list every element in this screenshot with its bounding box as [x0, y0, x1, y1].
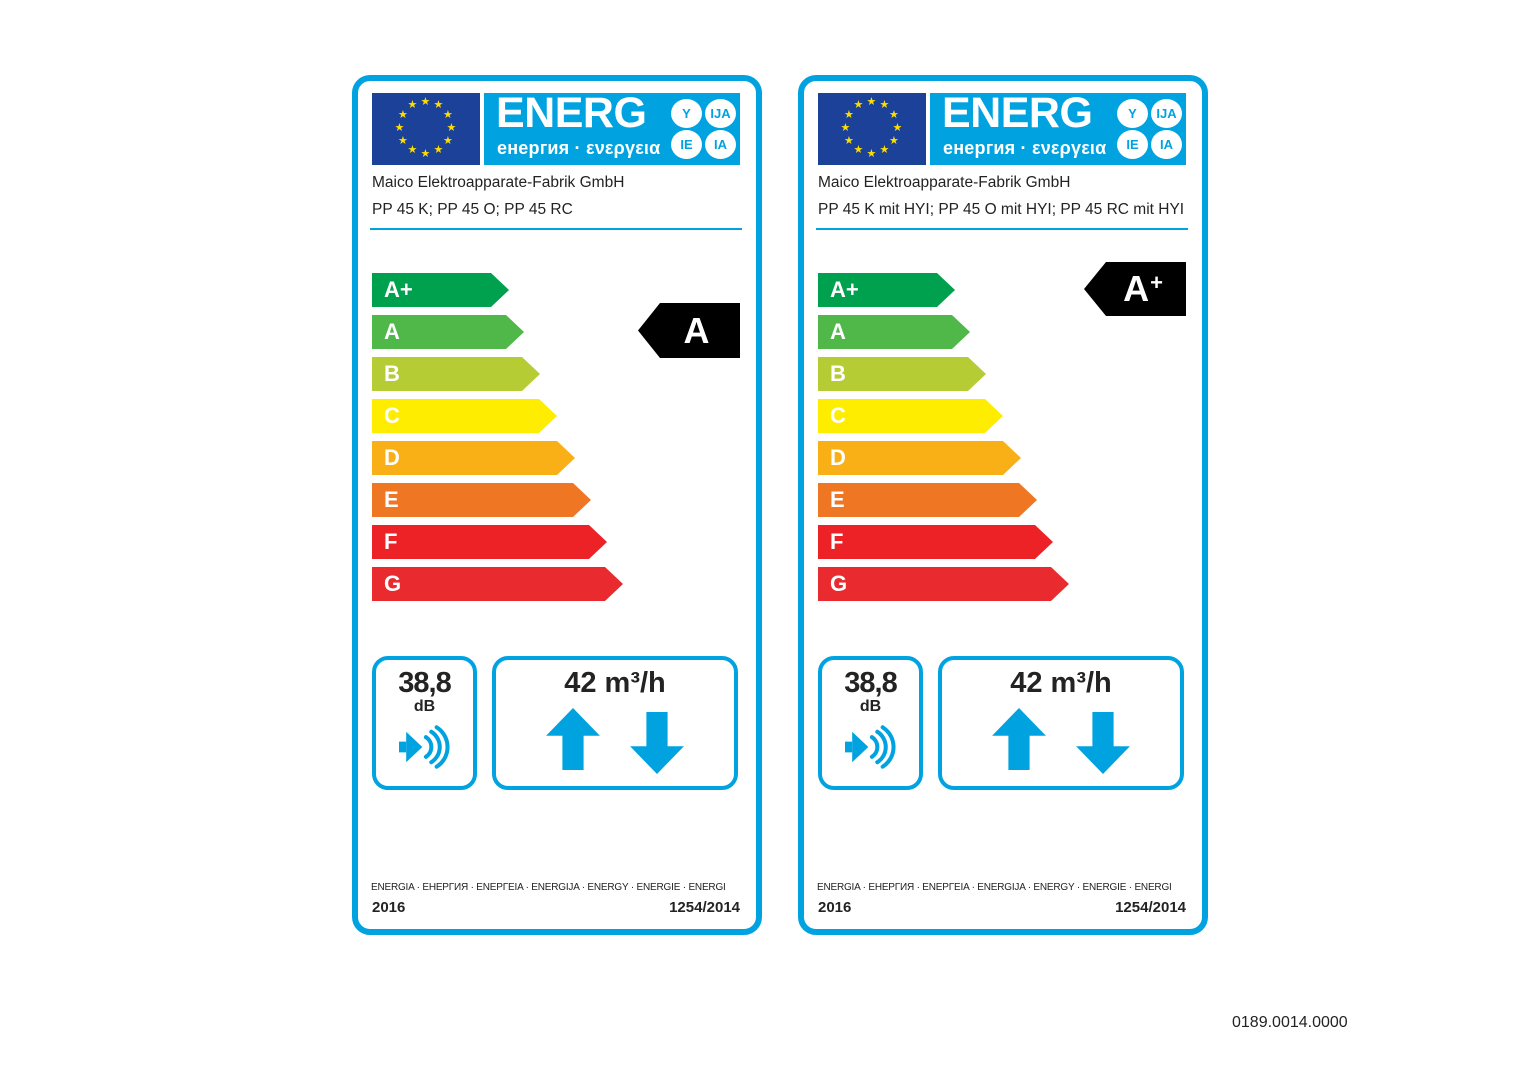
- regulation-number: 1254/2014: [1115, 899, 1186, 916]
- eu-flag: ★ ★ ★ ★ ★ ★ ★ ★ ★ ★ ★ ★: [372, 93, 480, 165]
- noise-value: 38,8: [398, 667, 451, 699]
- eu-flag-star: ★: [843, 108, 854, 121]
- rating-plus: +: [1150, 269, 1163, 295]
- airflow-value: 42 m³/h: [564, 667, 666, 699]
- label-year: 2016: [372, 899, 406, 916]
- language-suffix-badges: Y IJA IE IA: [1117, 99, 1182, 159]
- suffix-badge-ija: IJA: [1151, 99, 1182, 128]
- suffix-badge-ie: IE: [671, 130, 702, 159]
- energ-logo-text: ENERG: [942, 89, 1093, 137]
- eu-flag-star: ★: [866, 95, 877, 108]
- scale-arrow-e: E: [818, 483, 1037, 517]
- eu-flag-star: ★: [879, 98, 890, 111]
- rating-arrow: A: [638, 303, 740, 358]
- eu-flag-star: ★: [433, 98, 444, 111]
- energ-logo-banner: ENERG енергия · ενεργεια Y IJA IE IA: [484, 89, 740, 165]
- eu-flag-star: ★: [889, 134, 899, 147]
- energ-logo-subtitle: енергия · ενεργεια: [497, 138, 661, 158]
- noise-unit: dB: [859, 698, 882, 715]
- eu-flag-star: ★: [397, 108, 408, 121]
- eu-flag-star: ★: [420, 147, 431, 160]
- noise-value: 38,8: [844, 667, 897, 699]
- eu-flag-star: ★: [853, 144, 864, 157]
- noise-unit: dB: [413, 698, 436, 715]
- language-suffix-badges: Y IJA IE IA: [671, 99, 736, 159]
- eu-flag-star: ★: [879, 144, 890, 157]
- suffix-badge-ie: IE: [1117, 130, 1148, 159]
- rating-letter: A: [1123, 268, 1150, 309]
- scale-arrow-b: B: [818, 357, 986, 391]
- energ-logo-banner: ENERG енергия · ενεργεια Y IJA IE IA: [930, 89, 1186, 165]
- airflow-box: 42 m³/h: [938, 656, 1184, 790]
- scale-arrow-a+: A+: [818, 273, 955, 307]
- down-arrow-icon: [630, 712, 684, 774]
- regulation-number: 1254/2014: [669, 899, 740, 916]
- eu-flag-star: ★: [446, 121, 457, 134]
- eu-flag: ★ ★ ★ ★ ★ ★ ★ ★ ★ ★ ★ ★: [818, 93, 926, 165]
- label-year: 2016: [818, 899, 852, 916]
- eu-flag-star: ★: [420, 95, 431, 108]
- eu-flag-star: ★: [889, 108, 899, 121]
- noise-level-box: 38,8 dB: [818, 656, 923, 790]
- eu-flag-star: ★: [407, 144, 418, 157]
- divider-rule: [370, 228, 742, 230]
- suffix-badge-ia: IA: [705, 130, 736, 159]
- document-reference-number: 0189.0014.0000: [1232, 1014, 1348, 1031]
- up-arrow-icon: [546, 708, 600, 770]
- scale-arrow-c: C: [372, 399, 557, 433]
- scale-arrow-g: G: [818, 567, 1069, 601]
- suffix-badge-y: Y: [671, 99, 702, 128]
- down-arrow-icon: [1076, 712, 1130, 774]
- noise-level-box: 38,8 dB: [372, 656, 477, 790]
- rating-arrow: A +: [1084, 262, 1186, 316]
- divider-rule: [816, 228, 1188, 230]
- scale-arrow-a: A: [372, 315, 524, 349]
- energ-logo-text: ENERG: [496, 89, 647, 137]
- scale-arrow-d: D: [372, 441, 575, 475]
- model-names: PP 45 K; PP 45 O; PP 45 RC: [372, 201, 573, 218]
- manufacturer-name: Maico Elektroapparate-Fabrik GmbH: [372, 174, 625, 191]
- airflow-direction-icons: [496, 708, 734, 774]
- energ-logo-subtitle: енергия · ενεργεια: [943, 138, 1107, 158]
- eu-flag-star: ★: [443, 108, 453, 121]
- scale-arrow-b: B: [372, 357, 540, 391]
- scale-arrow-a+: A+: [372, 273, 509, 307]
- scale-arrow-f: F: [372, 525, 607, 559]
- scale-arrow-c: C: [818, 399, 1003, 433]
- eu-flag-star: ★: [443, 134, 453, 147]
- eu-flag-star: ★: [853, 98, 864, 111]
- rating-letter: A: [683, 309, 710, 351]
- energy-languages-line: ENERGIA · ЕНЕРГИЯ · ΕΝΕΡΓΕΙΑ · ENERGIJA …: [371, 882, 726, 893]
- speaker-icon: [822, 724, 919, 775]
- manufacturer-name: Maico Elektroapparate-Fabrik GmbH: [818, 174, 1071, 191]
- scale-arrow-g: G: [372, 567, 623, 601]
- efficiency-scale: A+ A B C D E F G: [372, 273, 632, 793]
- scale-arrow-a: A: [818, 315, 970, 349]
- efficiency-scale: A+ A B C D E F G: [818, 273, 1078, 793]
- scale-arrow-f: F: [818, 525, 1053, 559]
- suffix-badge-ia: IA: [1151, 130, 1182, 159]
- speaker-icon: [376, 724, 473, 775]
- energy-label-pp45: ★ ★ ★ ★ ★ ★ ★ ★ ★ ★ ★ ★ ENERG енергия · ενεργεια Y …: [352, 75, 762, 935]
- energy-label-pp45-hyi: ★ ★ ★ ★ ★ ★ ★ ★ ★ ★ ★ ★ ENERG енергия · ενεργεια Y …: [798, 75, 1208, 935]
- eu-flag-star: ★: [394, 121, 405, 134]
- eu-flag-star: ★: [843, 134, 854, 147]
- up-arrow-icon: [992, 708, 1046, 770]
- model-names: PP 45 K mit HYI; PP 45 O mit HYI; PP 45 …: [818, 201, 1185, 218]
- scale-arrow-e: E: [372, 483, 591, 517]
- energy-languages-line: ENERGIA · ЕНЕРГИЯ · ΕΝΕΡΓΕΙΑ · ENERGIJA …: [817, 882, 1172, 893]
- eu-flag-star: ★: [407, 98, 418, 111]
- eu-flag-star: ★: [892, 121, 903, 134]
- airflow-value: 42 m³/h: [1010, 667, 1112, 699]
- suffix-badge-y: Y: [1117, 99, 1148, 128]
- eu-flag-star: ★: [840, 121, 851, 134]
- airflow-direction-icons: [942, 708, 1180, 774]
- suffix-badge-ija: IJA: [705, 99, 736, 128]
- eu-flag-star: ★: [397, 134, 408, 147]
- scale-arrow-d: D: [818, 441, 1021, 475]
- eu-flag-star: ★: [433, 144, 444, 157]
- airflow-box: 42 m³/h: [492, 656, 738, 790]
- eu-flag-star: ★: [866, 147, 877, 160]
